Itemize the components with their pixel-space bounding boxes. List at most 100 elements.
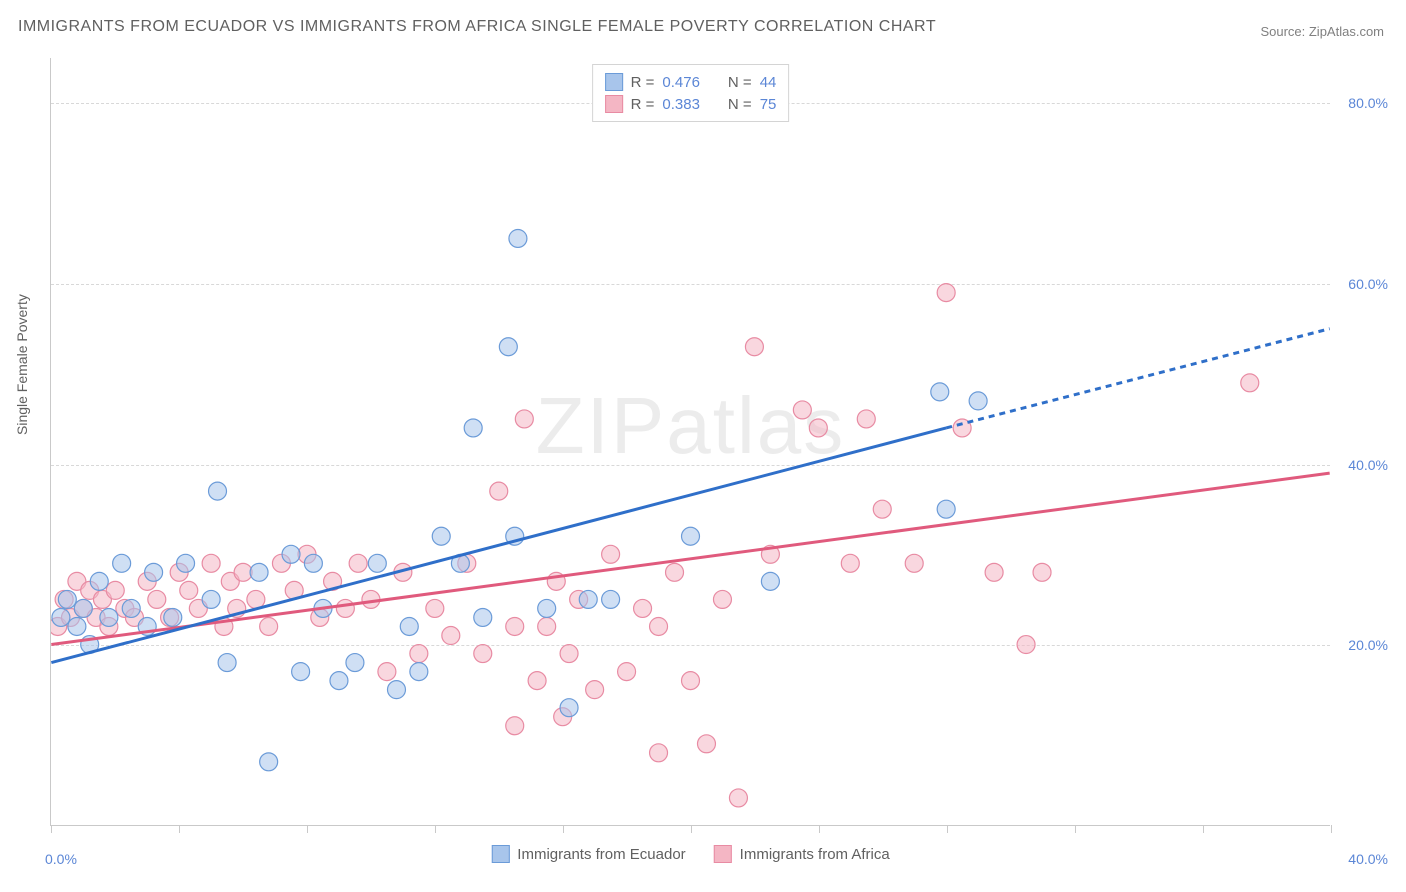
x-tick bbox=[51, 825, 52, 833]
scatter-point bbox=[282, 545, 300, 563]
scatter-point bbox=[538, 617, 556, 635]
scatter-point bbox=[387, 681, 405, 699]
r-value-ecuador: 0.476 bbox=[662, 74, 700, 91]
scatter-point bbox=[602, 545, 620, 563]
scatter-point bbox=[336, 599, 354, 617]
scatter-point bbox=[368, 554, 386, 572]
trend-line bbox=[51, 473, 1329, 644]
scatter-point bbox=[52, 608, 70, 626]
scatter-point bbox=[793, 401, 811, 419]
scatter-point bbox=[330, 672, 348, 690]
scatter-point bbox=[122, 599, 140, 617]
scatter-point bbox=[650, 744, 668, 762]
scatter-point bbox=[100, 608, 118, 626]
scatter-point bbox=[873, 500, 891, 518]
scatter-point bbox=[148, 590, 166, 608]
scatter-point bbox=[410, 663, 428, 681]
scatter-point bbox=[745, 338, 763, 356]
scatter-point bbox=[474, 645, 492, 663]
r-label: R = bbox=[631, 96, 655, 113]
scatter-point bbox=[682, 527, 700, 545]
x-tick bbox=[307, 825, 308, 833]
scatter-point bbox=[209, 482, 227, 500]
scatter-point bbox=[579, 590, 597, 608]
y-tick-label: 60.0% bbox=[1348, 276, 1388, 292]
legend-stats-row-ecuador: R = 0.476 N = 44 bbox=[605, 71, 777, 93]
scatter-point bbox=[905, 554, 923, 572]
y-tick-label: 20.0% bbox=[1348, 637, 1388, 653]
scatter-point bbox=[697, 735, 715, 753]
plot-area: ZIPatlas R = 0.476 N = 44 R = 0.383 N = … bbox=[50, 58, 1330, 826]
x-tick bbox=[691, 825, 692, 833]
y-tick-label: 40.0% bbox=[1348, 457, 1388, 473]
scatter-point bbox=[113, 554, 131, 572]
trend-line bbox=[946, 329, 1329, 428]
n-label: N = bbox=[728, 74, 752, 91]
scatter-point bbox=[349, 554, 367, 572]
scatter-point bbox=[74, 599, 92, 617]
n-value-ecuador: 44 bbox=[760, 74, 777, 91]
scatter-point bbox=[682, 672, 700, 690]
scatter-point bbox=[713, 590, 731, 608]
swatch-africa-icon bbox=[714, 845, 732, 863]
scatter-point bbox=[506, 617, 524, 635]
legend-stats-box: R = 0.476 N = 44 R = 0.383 N = 75 bbox=[592, 64, 790, 122]
y-axis-label: Single Female Poverty bbox=[14, 294, 30, 435]
bottom-legend: Immigrants from Ecuador Immigrants from … bbox=[491, 845, 889, 863]
swatch-ecuador-icon bbox=[605, 73, 623, 91]
scatter-point bbox=[378, 663, 396, 681]
scatter-point bbox=[464, 419, 482, 437]
x-min-label: 0.0% bbox=[45, 851, 77, 867]
scatter-point bbox=[634, 599, 652, 617]
swatch-ecuador-icon bbox=[491, 845, 509, 863]
scatter-point bbox=[841, 554, 859, 572]
x-tick bbox=[819, 825, 820, 833]
scatter-point bbox=[937, 500, 955, 518]
legend-label-ecuador: Immigrants from Ecuador bbox=[517, 846, 685, 863]
x-tick bbox=[1203, 825, 1204, 833]
scatter-point bbox=[618, 663, 636, 681]
scatter-point bbox=[90, 572, 108, 590]
r-value-africa: 0.383 bbox=[662, 96, 700, 113]
scatter-point bbox=[969, 392, 987, 410]
scatter-point bbox=[304, 554, 322, 572]
chart-title: IMMIGRANTS FROM ECUADOR VS IMMIGRANTS FR… bbox=[18, 18, 936, 36]
scatter-point bbox=[650, 617, 668, 635]
scatter-point bbox=[260, 753, 278, 771]
scatter-point bbox=[761, 572, 779, 590]
legend-item-africa: Immigrants from Africa bbox=[714, 845, 890, 863]
scatter-point bbox=[499, 338, 517, 356]
scatter-point bbox=[234, 563, 252, 581]
scatter-point bbox=[106, 581, 124, 599]
source-label: Source: ZipAtlas.com bbox=[1260, 24, 1384, 39]
scatter-point bbox=[292, 663, 310, 681]
x-tick bbox=[435, 825, 436, 833]
scatter-point bbox=[474, 608, 492, 626]
scatter-point bbox=[509, 229, 527, 247]
scatter-point bbox=[809, 419, 827, 437]
scatter-point bbox=[666, 563, 684, 581]
swatch-africa-icon bbox=[605, 95, 623, 113]
scatter-point bbox=[937, 284, 955, 302]
scatter-point bbox=[400, 617, 418, 635]
scatter-point bbox=[68, 617, 86, 635]
scatter-point bbox=[1017, 636, 1035, 654]
scatter-point bbox=[1241, 374, 1259, 392]
scatter-point bbox=[560, 699, 578, 717]
scatter-point bbox=[145, 563, 163, 581]
scatter-point bbox=[58, 590, 76, 608]
x-tick bbox=[1331, 825, 1332, 833]
scatter-point bbox=[247, 590, 265, 608]
scatter-point bbox=[346, 654, 364, 672]
scatter-point bbox=[410, 645, 428, 663]
x-tick bbox=[179, 825, 180, 833]
scatter-point bbox=[985, 563, 1003, 581]
scatter-point bbox=[857, 410, 875, 428]
legend-item-ecuador: Immigrants from Ecuador bbox=[491, 845, 685, 863]
r-label: R = bbox=[631, 74, 655, 91]
scatter-point bbox=[202, 554, 220, 572]
x-tick bbox=[947, 825, 948, 833]
legend-label-africa: Immigrants from Africa bbox=[740, 846, 890, 863]
scatter-point bbox=[560, 645, 578, 663]
scatter-point bbox=[506, 717, 524, 735]
